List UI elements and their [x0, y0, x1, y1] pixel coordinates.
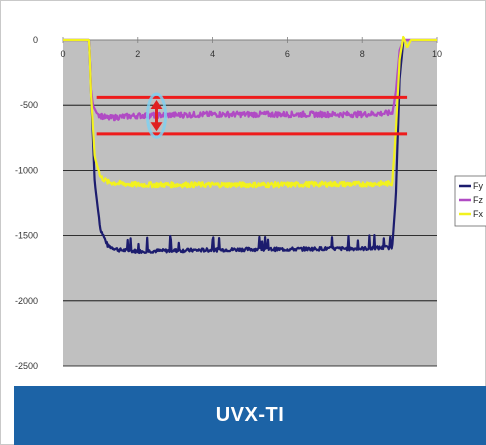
- plot-area: [63, 40, 437, 366]
- arrow-head-down: [150, 122, 163, 132]
- series-line-fz: [62, 38, 438, 122]
- x-tick-label: 2: [135, 49, 140, 59]
- legend-label-fy: Fy: [473, 181, 483, 191]
- y-tick-label: -2000: [15, 296, 38, 306]
- y-tick-label: -1500: [15, 231, 38, 241]
- legend-label-fz: Fz: [473, 195, 483, 205]
- series-line-fx: [62, 35, 438, 189]
- x-tick-label: 8: [360, 49, 365, 59]
- force-chart: 0 -500 -1000 -1500 -2000 -2500 0 2 4 6 8 10 Fy Fz Fx: [15, 35, 486, 371]
- series-line-fy: [62, 38, 438, 255]
- y-tick-label: -500: [20, 100, 38, 110]
- caption-band: UVX-TI: [14, 386, 486, 445]
- arrow-head-up: [150, 99, 163, 109]
- y-tick-label: -1000: [15, 165, 38, 175]
- caption-label: UVX-TI: [215, 404, 285, 426]
- x-tick-label: 6: [285, 49, 290, 59]
- y-tick-label: -2500: [15, 361, 38, 371]
- x-tick-label: 0: [60, 49, 65, 59]
- legend-label-fx: Fx: [473, 209, 483, 219]
- x-tick-label: 4: [210, 49, 215, 59]
- x-tick-label: 10: [432, 49, 442, 59]
- arrow-highlight: [146, 92, 167, 139]
- y-tick-label: 0: [33, 35, 38, 45]
